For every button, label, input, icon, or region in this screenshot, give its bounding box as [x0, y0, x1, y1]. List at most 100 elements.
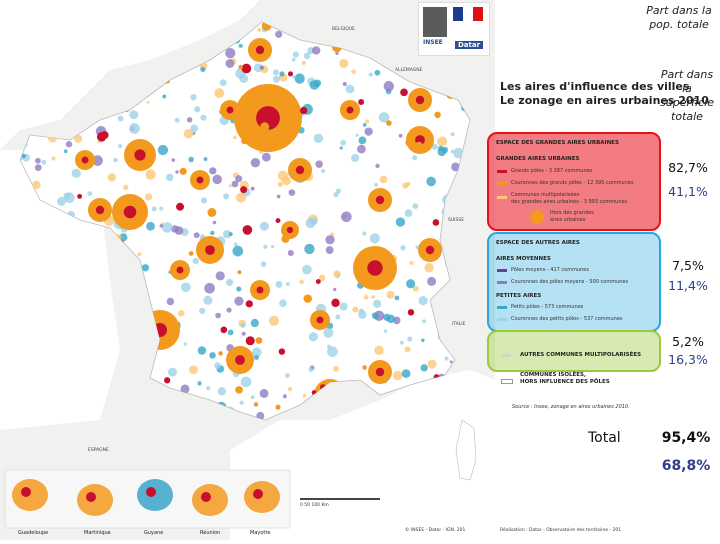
small-area-spot: [65, 141, 73, 148]
small-area-spot: [259, 388, 269, 398]
map-title-line1: Les aires d'influence des villes: [500, 80, 690, 93]
pole-spot: [407, 309, 415, 316]
scale-bar: [300, 498, 380, 500]
small-area-spot: [424, 263, 434, 273]
small-area-spot: [214, 88, 225, 99]
small-area-spot: [272, 75, 280, 83]
pole-spot: [77, 193, 83, 199]
small-area-spot: [449, 360, 453, 364]
small-area-spot: [379, 175, 388, 184]
small-area-spot: [217, 387, 227, 396]
small-area-spot: [194, 106, 201, 113]
small-area-spot: [301, 60, 306, 65]
pole-spot: [176, 202, 185, 211]
metro-core: [235, 355, 245, 365]
pole-spot: [253, 402, 259, 407]
row1-pop-value: 82,7%: [668, 160, 708, 175]
small-area-spot: [34, 164, 42, 171]
small-area-spot: [203, 157, 208, 161]
swatch-poles-moyens: [497, 269, 507, 272]
pole-spot: [179, 167, 187, 175]
label-suisse: SUISSE: [448, 218, 465, 223]
swatch-multipol-grandes: [497, 196, 507, 199]
swatch-petits-poles: [497, 306, 507, 309]
small-area-spot: [56, 196, 66, 206]
small-area-spot: [200, 197, 207, 204]
small-area-spot: [168, 367, 178, 377]
small-area-spot: [335, 51, 339, 56]
small-area-spot: [235, 192, 247, 203]
small-area-spot: [321, 168, 326, 173]
small-area-spot: [438, 145, 444, 151]
small-area-spot: [92, 155, 103, 166]
small-area-spot: [236, 286, 242, 292]
small-area-spot: [171, 158, 176, 162]
pole-spot: [260, 122, 270, 132]
small-area-spot: [303, 52, 311, 60]
pole-spot: [362, 365, 367, 370]
small-area-spot: [228, 184, 232, 188]
small-area-spot: [285, 282, 290, 287]
metro-core: [134, 149, 146, 161]
small-area-spot: [119, 233, 128, 242]
small-area-spot: [250, 395, 255, 400]
small-area-spot: [146, 100, 150, 104]
legend-couronnes-moyens: Couronnes des pôles moyens - 500 commune…: [511, 279, 629, 285]
header-part-pop: Part dans la pop. totale: [646, 4, 712, 31]
label-allemagne: ALLEMAGNE: [395, 68, 423, 73]
sea-mediterranean: [230, 370, 495, 540]
insee-logo: [423, 7, 447, 37]
small-area-spot: [222, 230, 232, 239]
small-area-spot: [327, 346, 338, 358]
small-area-spot: [268, 315, 280, 326]
pole-spot: [281, 234, 290, 243]
small-area-spot: [238, 43, 243, 48]
box-multipolarisees: [487, 330, 661, 372]
total-label: Total: [588, 430, 621, 446]
small-area-spot: [358, 308, 364, 314]
metro-core: [226, 106, 234, 114]
small-area-spot: [250, 186, 255, 191]
small-area-spot: [250, 318, 259, 328]
small-area-spot: [232, 245, 244, 257]
dom-pole-spot: [21, 487, 31, 497]
small-area-spot: [323, 327, 334, 338]
small-area-spot: [325, 235, 335, 245]
small-area-spot: [378, 112, 390, 123]
row3-sup-value: 16,3%: [668, 352, 708, 367]
dom-pole-spot: [201, 492, 211, 502]
small-area-spot: [188, 156, 194, 163]
metro-core: [196, 176, 204, 184]
row1-sup-value: 41,1%: [668, 184, 708, 199]
dom-pole-spot: [146, 487, 156, 497]
small-area-spot: [288, 189, 296, 196]
small-area-spot: [352, 306, 359, 313]
dom-label-guadeloupe: Guadeloupe: [18, 530, 49, 536]
small-area-spot: [304, 243, 315, 255]
legend-grands-poles: Grands pôles - 3 287 communes: [511, 168, 593, 174]
small-area-spot: [275, 30, 283, 38]
small-area-spot: [339, 58, 349, 69]
small-area-spot: [374, 69, 381, 76]
legend-source: Source : Insee, zonage en aires urbaines…: [512, 404, 630, 410]
small-area-spot: [369, 233, 380, 244]
small-area-spot: [299, 279, 304, 285]
pole-spot: [434, 111, 441, 119]
small-area-spot: [228, 232, 233, 237]
small-area-spot: [392, 370, 403, 381]
small-area-spot: [412, 155, 418, 161]
legend-isolees-2: HORS INFLUENCE DES PÔLES: [520, 379, 610, 385]
small-area-spot: [386, 314, 396, 324]
small-area-spot: [325, 246, 334, 254]
small-area-spot: [215, 271, 225, 281]
small-area-spot: [279, 71, 285, 77]
small-area-spot: [159, 224, 164, 228]
small-area-spot: [253, 354, 260, 360]
legend-espace-grandes: ESPACE DES GRANDES AIRES URBAINES: [496, 140, 619, 146]
small-area-spot: [407, 336, 413, 342]
metro-core: [95, 205, 105, 215]
insee-logo-text: INSEE: [423, 39, 443, 46]
small-area-spot: [341, 211, 352, 223]
pole-spot: [331, 298, 340, 308]
pole-spot: [405, 138, 413, 147]
